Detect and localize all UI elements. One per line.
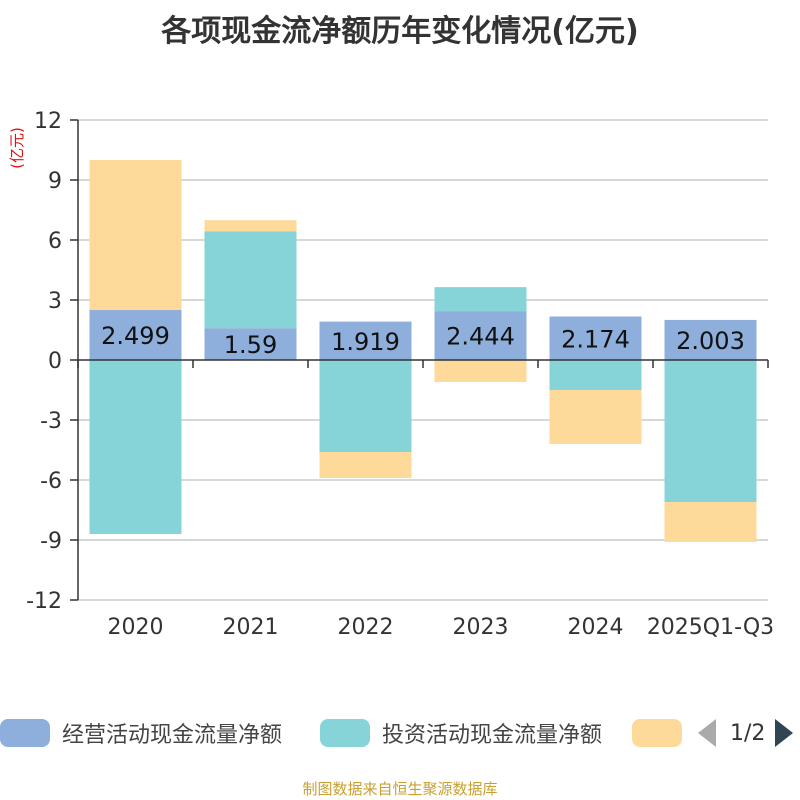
- y-tick-label: 0: [48, 349, 62, 374]
- stacked-bar-chart: -12 -9 -6 -3 0 3 6 9 12 (亿元) 2.499 2020 1.59 2021 1.91…: [8, 109, 774, 640]
- legend-label-investing: 投资活动现金流量净额: [382, 723, 603, 748]
- y-tick-label: -3: [40, 409, 62, 434]
- y-tick-label: -12: [26, 589, 62, 614]
- data-label: 1.59: [224, 331, 277, 359]
- bar-investing: [664, 360, 757, 502]
- legend-next-page-icon[interactable]: [775, 719, 794, 747]
- bar-operating: [319, 321, 412, 360]
- bar-operating: [89, 310, 182, 360]
- axes: [70, 119, 769, 601]
- x-tick-label: 2024: [568, 615, 624, 640]
- y-tick-label: 12: [34, 109, 62, 134]
- bar-investing: [319, 360, 412, 452]
- labels: -12 -9 -6 -3 0 3 6 9 12 (亿元) 2.499 2020 1.59 2021 1.91…: [8, 109, 774, 640]
- bar-operating: [549, 316, 642, 360]
- legend-label-operating: 经营活动现金流量净额: [62, 723, 283, 748]
- bar-operating: [434, 311, 527, 360]
- y-tick-label: 3: [48, 289, 62, 314]
- bar-financing: [549, 390, 642, 444]
- legend-item-operating[interactable]: 经营活动现金流量净额: [0, 718, 282, 748]
- x-tick-label: 2025Q1-Q3: [647, 615, 774, 640]
- data-label: 2.444: [446, 323, 515, 351]
- data-label: 2.499: [101, 322, 170, 350]
- data-label: 2.174: [561, 325, 630, 353]
- bar-financing: [319, 452, 412, 478]
- grid-lines: [78, 119, 768, 601]
- legend-item-financing[interactable]: [632, 718, 682, 748]
- data-label: 2.003: [676, 327, 745, 355]
- legend-item-investing[interactable]: 投资活动现金流量净额: [320, 718, 602, 748]
- y-tick-label: -9: [40, 529, 62, 554]
- legend-swatch-operating: [0, 719, 50, 747]
- chart-title: 各项现金流净额历年变化情况(亿元): [161, 14, 639, 49]
- bar-financing: [204, 220, 297, 232]
- bar-operating: [204, 328, 297, 360]
- bar-investing: [89, 360, 182, 534]
- legend-swatch-investing: [320, 719, 370, 747]
- legend-prev-page-icon[interactable]: [698, 719, 716, 747]
- x-tick-label: 2021: [223, 615, 279, 640]
- x-tick-label: 2023: [453, 615, 509, 640]
- y-tick-label: 9: [48, 169, 62, 194]
- bar-investing: [204, 231, 297, 329]
- legend-page-indicator: 1/2: [730, 720, 766, 746]
- bar-financing: [664, 502, 757, 542]
- legend-swatch-financing: [632, 719, 682, 747]
- bar-financing: [434, 360, 527, 382]
- data-label: 1.919: [331, 328, 400, 356]
- bar-investing: [434, 287, 527, 312]
- y-tick-label: 6: [48, 229, 62, 254]
- x-tick-label: 2020: [108, 615, 164, 640]
- y-axis-label: (亿元): [8, 127, 26, 169]
- x-tick-label: 2022: [338, 615, 394, 640]
- bar-group: [89, 160, 757, 542]
- bar-operating: [664, 319, 757, 360]
- y-tick-label: -6: [40, 469, 62, 494]
- bar-investing: [549, 360, 642, 390]
- legend-pager: 1/2: [698, 718, 794, 748]
- legend: 经营活动现金流量净额 投资活动现金流量净额 1/2: [0, 712, 800, 756]
- source-note: 制图数据来自恒生聚源数据库: [302, 780, 498, 798]
- bar-financing: [89, 160, 182, 311]
